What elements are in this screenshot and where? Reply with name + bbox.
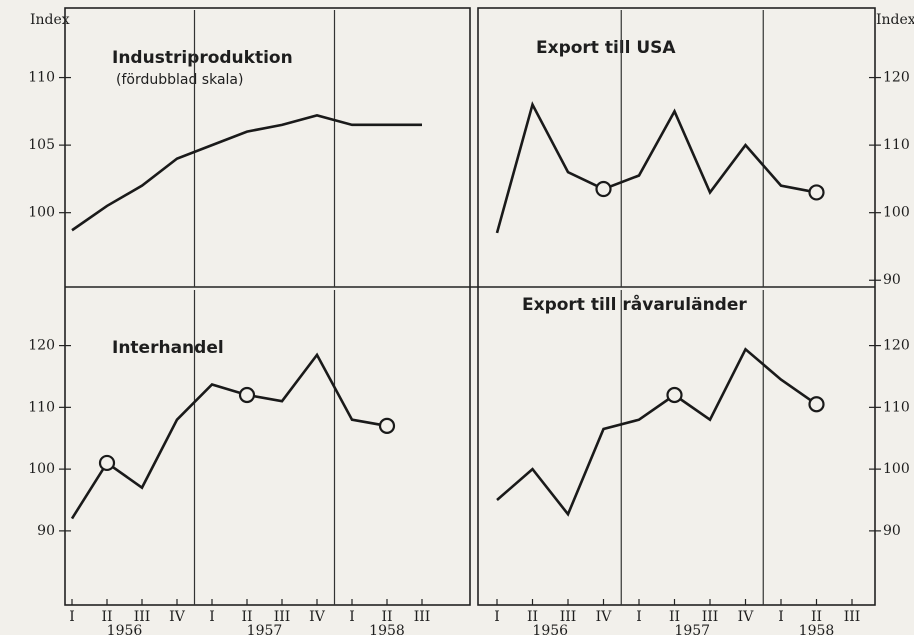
point-marker — [808, 396, 825, 413]
y-tick-label: 100 — [28, 205, 55, 221]
point-marker — [238, 386, 256, 404]
y-tick-label: 110 — [883, 137, 910, 153]
year-label: 1956 — [107, 623, 143, 635]
x-tick-label: II — [381, 609, 392, 625]
x-tick-label: II — [669, 609, 680, 625]
x-tick-label: II — [811, 609, 822, 625]
point-marker — [666, 386, 683, 404]
year-label: 1957 — [674, 623, 710, 635]
x-tick-label: III — [134, 609, 151, 625]
y-axis-label: Index — [30, 12, 70, 28]
chart-title: Interhandel — [112, 338, 224, 358]
y-axis-label: Index — [876, 12, 914, 28]
point-marker — [808, 184, 825, 201]
x-tick-label: II — [101, 609, 112, 625]
year-label: 1958 — [369, 623, 405, 635]
year-label: 1956 — [532, 623, 568, 635]
x-tick-label: II — [527, 609, 538, 625]
y-tick-label: 110 — [883, 399, 910, 415]
x-tick-label: II — [241, 609, 252, 625]
left-frame — [64, 7, 471, 606]
x-tick-label: IV — [309, 609, 326, 625]
chart-title: Export till USA — [536, 38, 676, 58]
x-tick-label: I — [778, 609, 784, 625]
x-tick-label: III — [702, 609, 719, 625]
series-line — [496, 347, 818, 517]
y-tick-label: 100 — [883, 461, 910, 477]
x-tick-label: I — [209, 609, 215, 625]
x-tick-label: III — [844, 609, 861, 625]
x-tick-label: IV — [738, 609, 755, 625]
x-tick-label: III — [274, 609, 291, 625]
y-tick-label: 105 — [28, 137, 55, 153]
y-tick-label: 90 — [37, 523, 55, 539]
point-marker — [595, 180, 612, 198]
x-tick-label: III — [414, 609, 431, 625]
y-tick-label: 110 — [28, 70, 55, 86]
x-tick-label: IV — [596, 609, 613, 625]
y-tick-label: 100 — [883, 205, 910, 221]
series-line — [70, 352, 388, 520]
series-line — [495, 101, 817, 234]
y-tick-label: 100 — [28, 461, 55, 477]
right-frame — [477, 7, 876, 606]
point-marker — [378, 417, 396, 434]
year-label: 1957 — [247, 623, 283, 635]
series-line — [71, 114, 422, 232]
year-label: 1958 — [799, 623, 835, 635]
x-tick-label: I — [494, 609, 500, 625]
chart-title: Export till råvaruländer — [522, 293, 747, 315]
y-tick-label: 110 — [28, 399, 55, 415]
chart-title: Industriproduktion — [112, 48, 293, 68]
x-tick-label: I — [349, 609, 355, 625]
x-tick-label: I — [636, 609, 642, 625]
y-tick-label: 90 — [883, 523, 901, 539]
x-tick-label: I — [69, 609, 75, 625]
x-tick-label: IV — [169, 609, 186, 625]
y-tick-label: 120 — [28, 338, 55, 354]
chart-subtitle: (fördubblad skala) — [116, 72, 243, 88]
x-tick-label: III — [560, 609, 577, 625]
y-tick-label: 90 — [883, 272, 901, 288]
point-marker — [98, 454, 116, 472]
y-tick-label: 120 — [883, 70, 910, 86]
y-tick-label: 120 — [883, 338, 910, 354]
